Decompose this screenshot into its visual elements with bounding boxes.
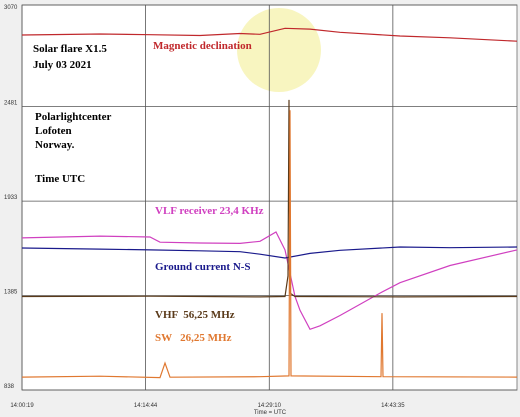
trace-line [21, 110, 518, 379]
x-axis-label: Time = UTC [254, 410, 287, 416]
x-tick-label: 14:29:10 [258, 403, 282, 409]
annotation: Solar flare X1.5 [33, 43, 107, 55]
grid [21, 4, 517, 391]
x-tick-label: 14:43:35 [381, 403, 405, 409]
annotation: Norway. [35, 139, 75, 151]
legend-label: Ground current N-S [155, 261, 251, 273]
y-tick-label: 3070 [4, 5, 18, 11]
legend-label: VHF 56,25 MHz [155, 309, 235, 321]
y-tick-label: 2481 [4, 101, 18, 107]
x-tick-label: 14:14:44 [134, 403, 158, 409]
annotation: Lofoten [35, 125, 72, 137]
trace-line [21, 27, 518, 42]
annotation: Time UTC [35, 173, 85, 185]
y-tick-label: 1385 [4, 290, 18, 296]
annotation: Polarlightcenter [35, 111, 111, 123]
legend-label: SW 26,25 MHz [155, 332, 232, 344]
traces [21, 27, 518, 379]
legend-label: VLF receiver 23,4 KHz [155, 205, 264, 217]
annotation: July 03 2021 [33, 59, 92, 71]
legend-label: Magnetic declination [153, 40, 252, 52]
trace-line [21, 246, 518, 259]
trace-line [21, 99, 518, 298]
y-tick-label: 1933 [4, 195, 18, 201]
x-tick-label: 14:00:19 [10, 403, 34, 409]
y-tick-label: 838 [4, 384, 15, 390]
